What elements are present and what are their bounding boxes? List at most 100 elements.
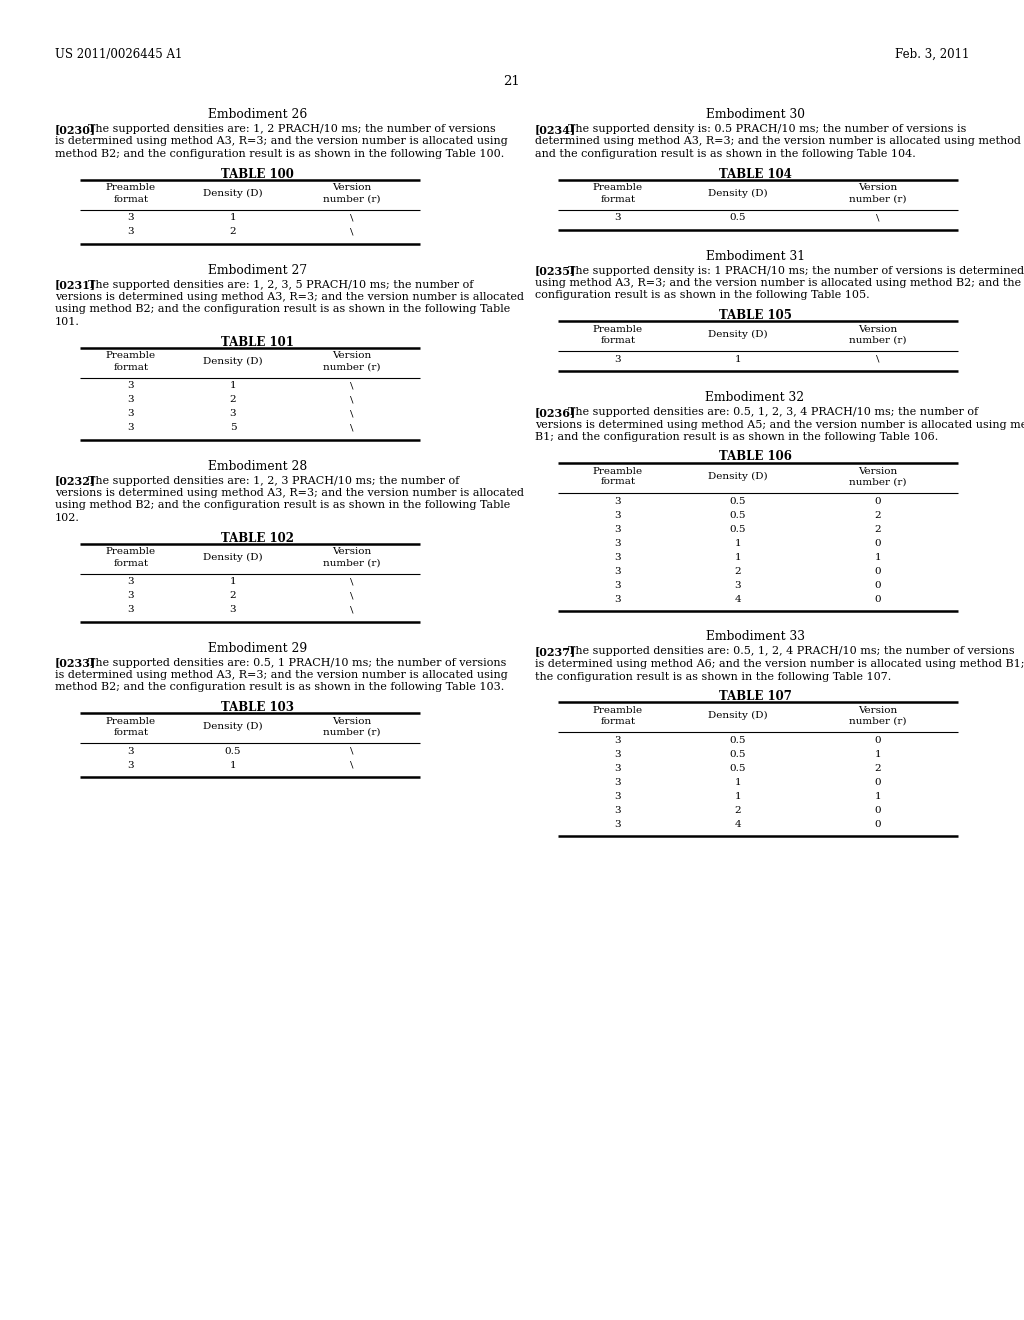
Text: using method A3, R=3; and the version number is allocated using method B2; and t: using method A3, R=3; and the version nu…	[535, 279, 1021, 288]
Text: \: \	[350, 747, 353, 756]
Text: 0.5: 0.5	[730, 524, 746, 533]
Text: 3: 3	[614, 496, 622, 506]
Text: 3: 3	[614, 750, 622, 759]
Text: 2: 2	[229, 396, 237, 404]
Text: 0.5: 0.5	[730, 737, 746, 744]
Text: \: \	[350, 409, 353, 418]
Text: Version: Version	[858, 706, 898, 715]
Text: 1: 1	[874, 553, 882, 561]
Text: Density (D): Density (D)	[203, 189, 263, 198]
Text: 1: 1	[734, 539, 741, 548]
Text: 3: 3	[128, 396, 134, 404]
Text: format: format	[114, 363, 148, 371]
Text: B1; and the configuration result is as shown in the following Table 106.: B1; and the configuration result is as s…	[535, 432, 938, 442]
Text: \: \	[350, 762, 353, 770]
Text: TABLE 101: TABLE 101	[221, 335, 294, 348]
Text: Preamble: Preamble	[593, 183, 643, 193]
Text: The supported densities are: 0.5, 1, 2, 3, 4 PRACH/10 ms; the number of: The supported densities are: 0.5, 1, 2, …	[568, 407, 978, 417]
Text: 2: 2	[874, 511, 882, 520]
Text: Density (D): Density (D)	[203, 356, 263, 366]
Text: number (r): number (r)	[849, 337, 906, 345]
Text: Density (D): Density (D)	[709, 711, 768, 721]
Text: Embodiment 32: Embodiment 32	[706, 391, 805, 404]
Text: 3: 3	[614, 566, 622, 576]
Text: versions is determined using method A3, R=3; and the version number is allocated: versions is determined using method A3, …	[55, 488, 524, 498]
Text: The supported densities are: 1, 2 PRACH/10 ms; the number of versions: The supported densities are: 1, 2 PRACH/…	[88, 124, 496, 135]
Text: [0231]: [0231]	[55, 280, 96, 290]
Text: 3: 3	[128, 762, 134, 770]
Text: 1: 1	[734, 777, 741, 787]
Text: \: \	[350, 591, 353, 601]
Text: The supported densities are: 0.5, 1, 2, 4 PRACH/10 ms; the number of versions: The supported densities are: 0.5, 1, 2, …	[568, 647, 1015, 656]
Text: 0: 0	[874, 581, 882, 590]
Text: 0: 0	[874, 496, 882, 506]
Text: format: format	[600, 717, 636, 726]
Text: 3: 3	[614, 737, 622, 744]
Text: 3: 3	[128, 409, 134, 418]
Text: Embodiment 30: Embodiment 30	[706, 108, 805, 121]
Text: The supported density is: 1 PRACH/10 ms; the number of versions is determined: The supported density is: 1 PRACH/10 ms;…	[568, 265, 1024, 276]
Text: 0.5: 0.5	[224, 747, 242, 756]
Text: TABLE 104: TABLE 104	[719, 168, 792, 181]
Text: Version: Version	[858, 466, 898, 475]
Text: [0237]: [0237]	[535, 647, 577, 657]
Text: number (r): number (r)	[849, 194, 906, 203]
Text: \: \	[350, 578, 353, 586]
Text: 3: 3	[614, 777, 622, 787]
Text: 2: 2	[734, 566, 741, 576]
Text: 3: 3	[614, 581, 622, 590]
Text: format: format	[114, 558, 148, 568]
Text: [0230]: [0230]	[55, 124, 96, 135]
Text: Density (D): Density (D)	[709, 471, 768, 480]
Text: 2: 2	[229, 227, 237, 236]
Text: Embodiment 27: Embodiment 27	[208, 264, 307, 276]
Text: versions is determined using method A3, R=3; and the version number is allocated: versions is determined using method A3, …	[55, 292, 524, 302]
Text: \: \	[350, 396, 353, 404]
Text: 21: 21	[504, 75, 520, 88]
Text: 0.5: 0.5	[730, 750, 746, 759]
Text: Preamble: Preamble	[105, 351, 156, 360]
Text: 3: 3	[128, 747, 134, 756]
Text: 3: 3	[734, 581, 741, 590]
Text: 4: 4	[734, 594, 741, 603]
Text: \: \	[350, 381, 353, 391]
Text: 2: 2	[734, 807, 741, 814]
Text: 3: 3	[128, 214, 134, 223]
Text: Preamble: Preamble	[105, 183, 156, 193]
Text: 3: 3	[614, 524, 622, 533]
Text: number (r): number (r)	[324, 194, 381, 203]
Text: is determined using method A3, R=3; and the version number is allocated using: is determined using method A3, R=3; and …	[55, 671, 508, 680]
Text: 3: 3	[128, 578, 134, 586]
Text: the configuration result is as shown in the following Table 107.: the configuration result is as shown in …	[535, 672, 891, 681]
Text: TABLE 100: TABLE 100	[221, 168, 294, 181]
Text: configuration result is as shown in the following Table 105.: configuration result is as shown in the …	[535, 290, 869, 301]
Text: format: format	[600, 478, 636, 487]
Text: The supported densities are: 1, 2, 3 PRACH/10 ms; the number of: The supported densities are: 1, 2, 3 PRA…	[88, 475, 459, 486]
Text: format: format	[600, 337, 636, 345]
Text: Version: Version	[333, 548, 372, 557]
Text: 1: 1	[874, 792, 882, 801]
Text: 3: 3	[614, 539, 622, 548]
Text: 0.5: 0.5	[730, 764, 746, 774]
Text: 3: 3	[128, 381, 134, 391]
Text: [0235]: [0235]	[535, 265, 577, 276]
Text: Density (D): Density (D)	[709, 330, 768, 339]
Text: Version: Version	[333, 183, 372, 193]
Text: [0236]: [0236]	[535, 407, 577, 418]
Text: Version: Version	[333, 717, 372, 726]
Text: 3: 3	[614, 820, 622, 829]
Text: Preamble: Preamble	[593, 706, 643, 715]
Text: 0.5: 0.5	[730, 214, 746, 223]
Text: 1: 1	[229, 214, 237, 223]
Text: \: \	[350, 227, 353, 236]
Text: format: format	[600, 194, 636, 203]
Text: 0.5: 0.5	[730, 496, 746, 506]
Text: \: \	[350, 606, 353, 615]
Text: Embodiment 28: Embodiment 28	[208, 459, 307, 473]
Text: 1: 1	[229, 381, 237, 391]
Text: 3: 3	[128, 424, 134, 433]
Text: Density (D): Density (D)	[709, 189, 768, 198]
Text: Preamble: Preamble	[105, 548, 156, 557]
Text: Version: Version	[858, 325, 898, 334]
Text: 3: 3	[614, 594, 622, 603]
